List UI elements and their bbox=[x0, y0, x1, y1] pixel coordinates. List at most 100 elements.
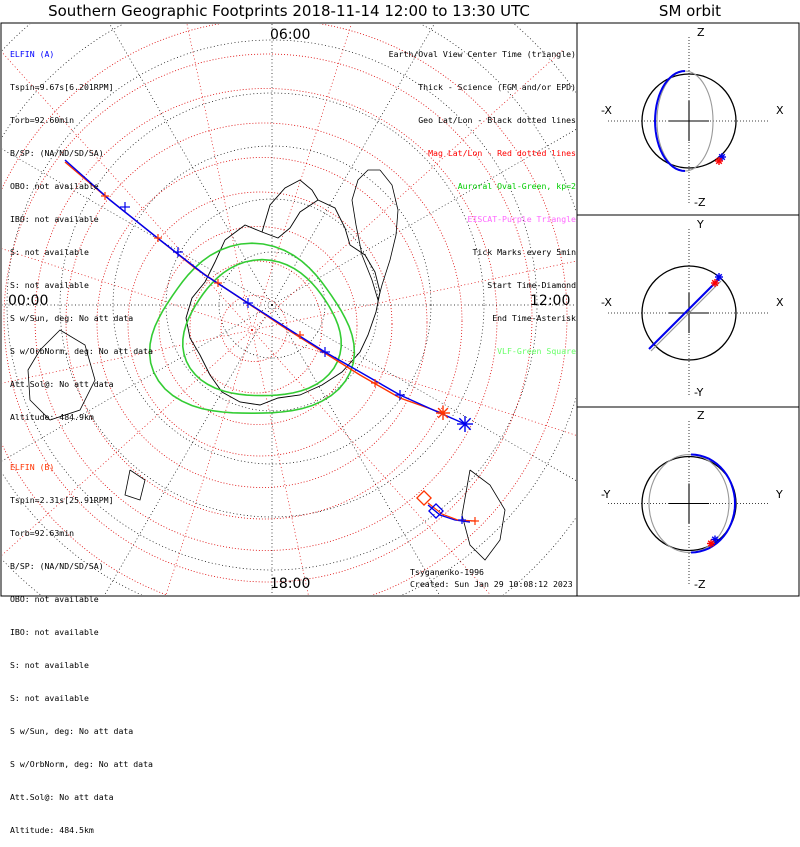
mag-lon-line bbox=[251, 24, 352, 331]
legend-entry: Tick Marks every 5min bbox=[472, 247, 576, 257]
sm-yz-bottom: -Z bbox=[694, 578, 706, 591]
geo-lat-circle bbox=[112, 145, 432, 465]
legend-entry: Geo Lat/Lon - Black dotted lines bbox=[418, 115, 576, 125]
elfin-b-line: Tspin=2.31s[25.91RPM] bbox=[10, 495, 114, 505]
mag-lat-circle bbox=[65, 122, 463, 520]
legend-entry: EISCAT-Purple Triangle bbox=[467, 214, 576, 224]
auroral-oval-outer bbox=[148, 242, 356, 415]
australia-coast bbox=[27, 329, 96, 421]
sm-xy-bottom: -Y bbox=[694, 386, 704, 399]
mag-lon-line bbox=[251, 329, 492, 595]
legend: Earth/Oval View Center Time (triangle) T… bbox=[389, 27, 576, 368]
footprint-map bbox=[0, 22, 800, 597]
legend-entry: Thick - Science (FGM and/or EPD) bbox=[418, 82, 576, 92]
time-label-top: 06:00 bbox=[270, 27, 311, 43]
antarctic-peninsula bbox=[261, 179, 319, 233]
elfin-a-line: Torb=92.60min bbox=[10, 115, 75, 125]
geo-lat-circle bbox=[59, 92, 485, 518]
elfin-b-end-asterisk bbox=[437, 407, 449, 419]
time-label-bottom: 18:00 bbox=[270, 576, 311, 592]
elfin-b-start-diamond bbox=[416, 490, 432, 506]
elfin-a-name: ELFIN (A) bbox=[10, 49, 55, 59]
sm-xz-left: -X bbox=[601, 104, 612, 117]
antarctica-coast bbox=[185, 199, 381, 406]
sm-xz-top: Z bbox=[697, 26, 705, 39]
elfin-a-info: ELFIN (A) Tspin=9.67s[6.201RPM] Torb=92.… bbox=[10, 27, 153, 434]
sm-xy-right: X bbox=[776, 296, 784, 309]
legend-entry: Mag Lat/Lon - Red dotted lines bbox=[428, 148, 576, 158]
sm-yz-right: Y bbox=[776, 488, 783, 501]
model-label: Tsyganenko-1996 bbox=[410, 567, 484, 577]
auroral-oval-inner bbox=[181, 258, 343, 397]
mag-lat-circle bbox=[158, 226, 358, 425]
sm-xz-right: X bbox=[776, 104, 784, 117]
elfin-b-name: ELFIN (B) bbox=[10, 462, 55, 472]
sm-panel-yz-orbit-b bbox=[648, 453, 730, 554]
elfin-b-line: Altitude: 484.5km bbox=[10, 825, 94, 835]
sm-panel-xy-earth bbox=[641, 265, 737, 361]
time-label-right: 12:00 bbox=[530, 293, 571, 309]
sm-panel-xz-end-b bbox=[715, 157, 723, 165]
elfin-b-line: S: not available bbox=[10, 693, 89, 703]
elfin-a-start-diamond bbox=[428, 503, 444, 519]
elfin-a-line: S w/Sun, deg: No att data bbox=[10, 313, 134, 323]
sm-frame-xz bbox=[576, 22, 800, 216]
sm-frame-yz bbox=[576, 406, 800, 597]
sm-orbit-title: SM orbit bbox=[658, 2, 722, 20]
elfin-a-line: IBO: not available bbox=[10, 214, 99, 224]
chart-title: Southern Geographic Footprints 2018-11-1… bbox=[48, 2, 530, 20]
legend-entry: Start Time-Diamond bbox=[487, 280, 576, 290]
elfin-b-line: S: not available bbox=[10, 660, 89, 670]
elfin-a-line: Att.Sol@: No att data bbox=[10, 379, 114, 389]
elfin-b-track-2 bbox=[427, 502, 476, 522]
legend-entry: Auroral Oval-Green, kp=2 bbox=[457, 181, 576, 191]
mag-lon-line bbox=[186, 24, 253, 331]
mag-lat-circle bbox=[3, 53, 533, 583]
legend-entry: VLF-Green Square bbox=[497, 346, 576, 356]
sm-panel-xz-orbit-a bbox=[653, 70, 686, 172]
elfin-a-line: S w/OrbNorm, deg: No att data bbox=[10, 346, 153, 356]
mag-lat-circle bbox=[96, 157, 428, 488]
africa-coast bbox=[461, 469, 506, 561]
elfin-a-end-asterisk bbox=[458, 417, 472, 431]
mag-lat-circle bbox=[220, 295, 288, 362]
elfin-b-info: ELFIN (B) Tspin=2.31s[25.91RPM] Torb=92.… bbox=[10, 440, 153, 847]
created-label: Created: Sun Jan 29 10:08:12 2023 bbox=[410, 579, 573, 589]
mag-lat-circle bbox=[2, 24, 568, 595]
elfin-b-line: Att.Sol@: No att data bbox=[10, 792, 114, 802]
sm-panel-xy-end-a bbox=[715, 273, 723, 281]
sm-panel-xy-orbit-a bbox=[648, 278, 720, 350]
elfin-b-line: B/SP: (NA/ND/SD/SA) bbox=[10, 561, 104, 571]
elfin-b-line: S w/OrbNorm, deg: No att data bbox=[10, 759, 153, 769]
elfin-a-line: S: not available bbox=[10, 247, 89, 257]
sm-panel-xz-end-a bbox=[718, 153, 726, 161]
new-zealand-coast bbox=[124, 469, 146, 501]
sm-panel-xz-earth bbox=[641, 73, 737, 169]
sm-yz-left: -Y bbox=[601, 488, 611, 501]
sm-panel-yz-end-b bbox=[707, 540, 715, 547]
elfin-b-line: IBO: not available bbox=[10, 627, 99, 637]
elfin-b-line: S w/Sun, deg: No att data bbox=[10, 726, 134, 736]
sm-xy-top: Y bbox=[697, 218, 704, 231]
mag-lat-circle bbox=[127, 191, 393, 457]
south-america-coast bbox=[351, 169, 399, 302]
sm-panel-xy-orbit-b bbox=[650, 280, 722, 352]
elfin-b-line: OBO: not available bbox=[10, 594, 99, 604]
sm-panel-xy-end-b bbox=[711, 279, 719, 287]
geo-lat-circle bbox=[6, 39, 538, 571]
elfin-a-line: Altitude: 484.9km bbox=[10, 412, 94, 422]
elfin-b-line: Torb=92.63min bbox=[10, 528, 75, 538]
sm-yz-top: Z bbox=[697, 409, 705, 422]
sm-xz-bottom: -Z bbox=[694, 196, 706, 209]
mag-lat-circle bbox=[34, 88, 498, 551]
time-label-left: 00:00 bbox=[8, 293, 49, 309]
mag-lon-line bbox=[251, 329, 309, 595]
sm-xy-left: -X bbox=[601, 296, 612, 309]
elfin-a-line: OBO: not available bbox=[10, 181, 99, 191]
legend-entry: End Time-Asterisk bbox=[492, 313, 576, 323]
elfin-a-line: Tspin=9.67s[6.201RPM] bbox=[10, 82, 114, 92]
elfin-a-line: S: not available bbox=[10, 280, 89, 290]
elfin-a-track bbox=[64, 159, 466, 425]
legend-entry: Earth/Oval View Center Time (triangle) bbox=[388, 49, 576, 59]
elfin-a-line: B/SP: (NA/ND/SD/SA) bbox=[10, 148, 104, 158]
